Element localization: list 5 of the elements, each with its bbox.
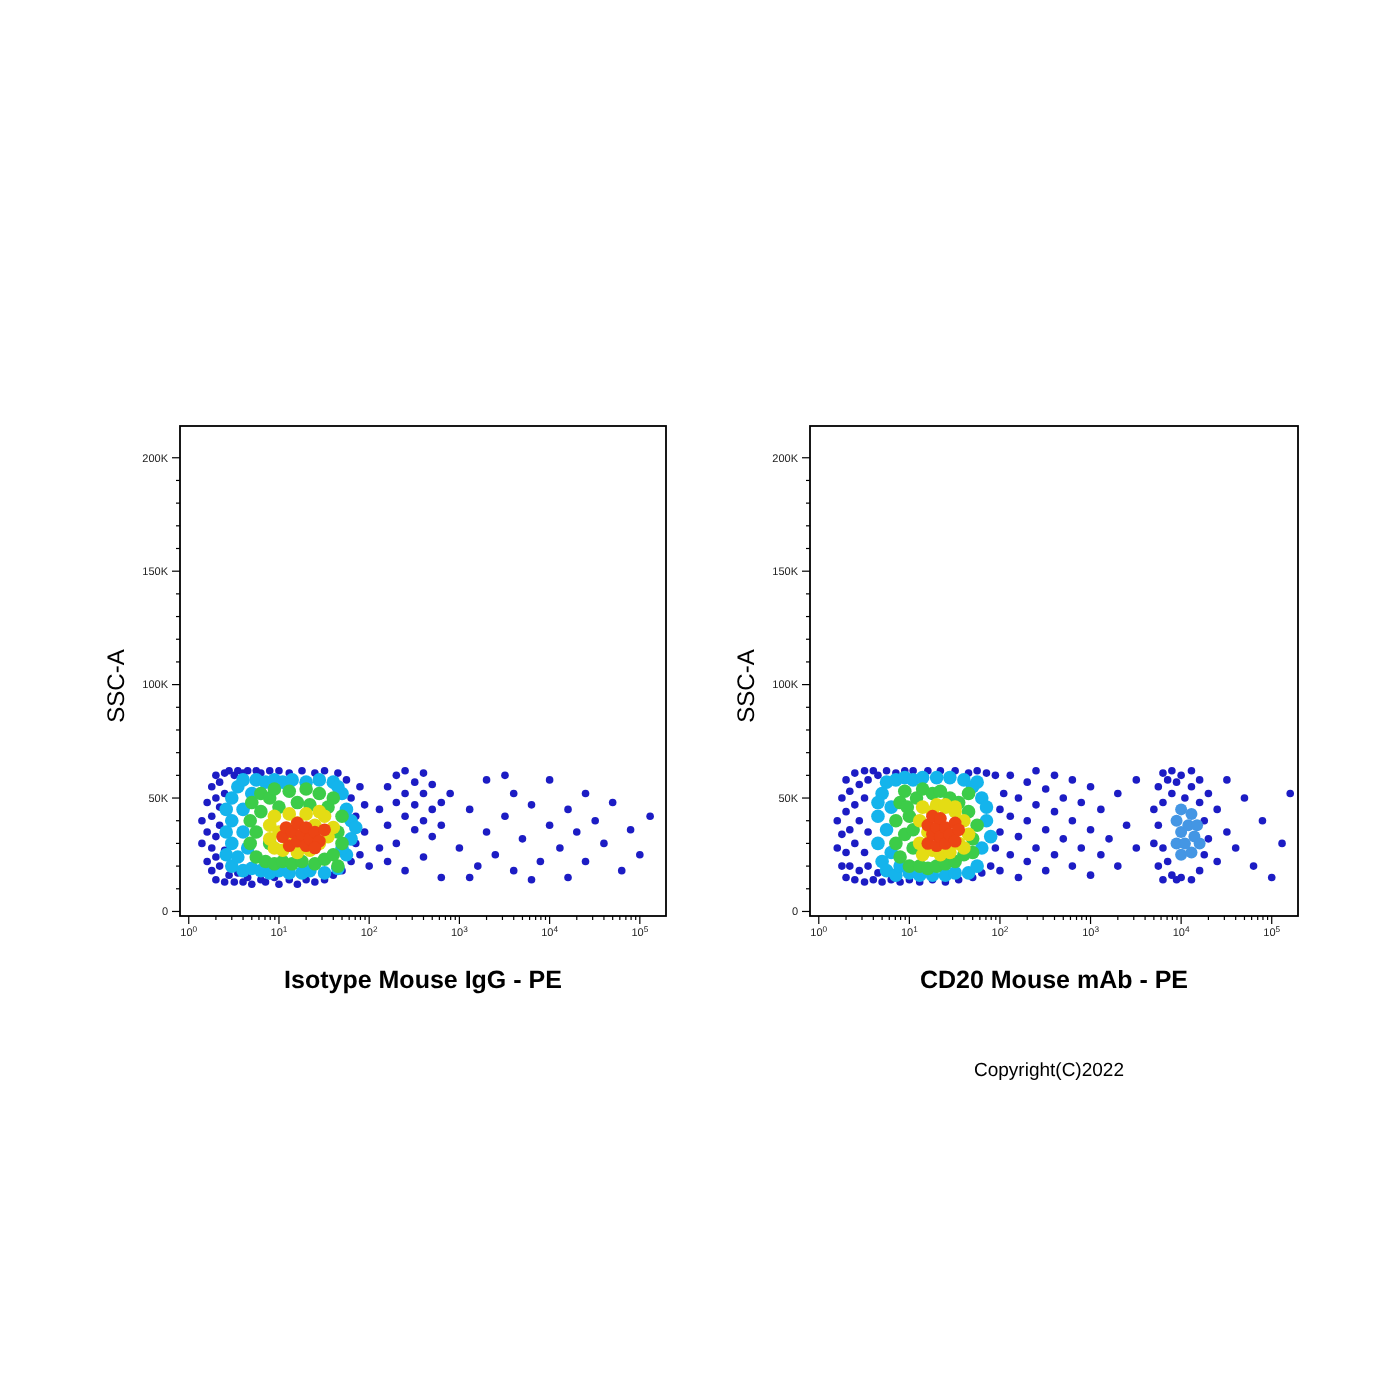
- y-axis-title: SSC-A: [102, 649, 131, 723]
- x-axis-title: CD20 Mouse mAb - PE: [919, 966, 1189, 994]
- text: Copyright(C)2022: [974, 1060, 1124, 1082]
- x-axis-title: Isotype Mouse IgG - PE: [284, 966, 562, 994]
- y-axis-title: SSC-A: [732, 649, 761, 723]
